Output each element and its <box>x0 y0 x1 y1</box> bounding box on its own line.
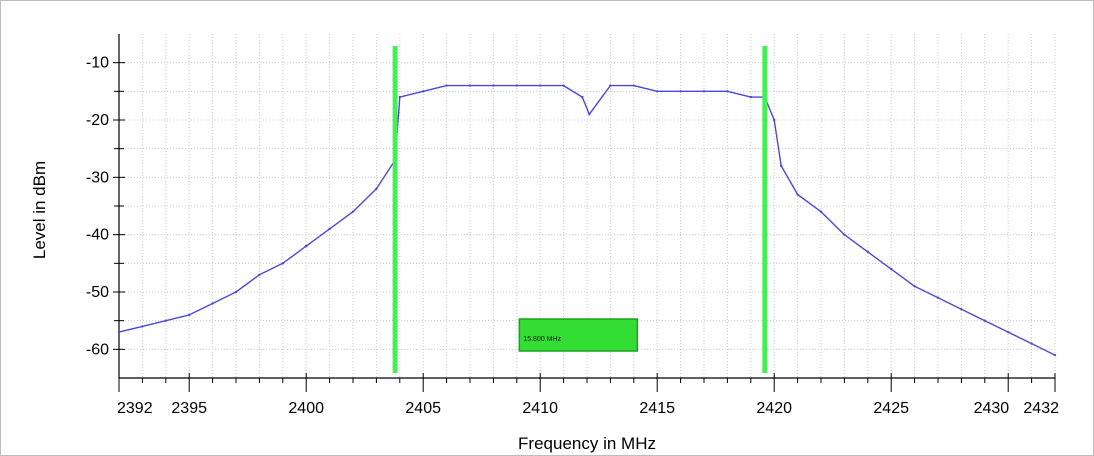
data-point <box>609 84 612 87</box>
data-point <box>375 187 378 190</box>
data-point <box>702 90 706 93</box>
bandwidth-annotation[interactable]: 15.800 MHz <box>518 318 639 352</box>
data-point <box>188 313 191 317</box>
grid-lines <box>118 34 1056 378</box>
x-axis-title: Frequency in MHz <box>518 434 656 453</box>
data-point <box>422 90 425 93</box>
data-point <box>258 273 261 276</box>
data-point <box>492 84 495 87</box>
data-point <box>281 262 284 265</box>
bandwidth-markers <box>392 46 768 373</box>
x-tick-label: 2405 <box>405 400 441 417</box>
data-point <box>1007 330 1010 334</box>
data-point <box>1030 342 1033 345</box>
data-point <box>983 319 986 322</box>
data-point <box>515 84 518 87</box>
data-point <box>1053 353 1057 357</box>
x-tick-label: 2410 <box>522 400 558 417</box>
data-point <box>581 95 584 99</box>
tick-marks <box>113 62 1056 392</box>
tick-labels: -10 -20 -30 -40 -50 -60 2392 2395 2400 2405 2410 24… <box>86 55 1059 417</box>
y-tick-label: -20 <box>86 112 109 129</box>
data-point <box>819 210 823 213</box>
data-point <box>539 84 542 87</box>
data-point <box>351 210 355 213</box>
x-tick-label: 2425 <box>873 400 909 417</box>
data-point <box>726 90 729 93</box>
data-point <box>936 296 940 299</box>
y-tick-label: -10 <box>86 55 109 72</box>
data-point <box>632 84 635 87</box>
data-point <box>164 319 167 322</box>
data-point <box>890 267 893 271</box>
data-point <box>211 302 214 305</box>
data-point <box>656 90 659 93</box>
bandwidth-label: 15.800 MHz <box>523 336 561 343</box>
x-tick-label: 2395 <box>171 400 207 417</box>
data-point <box>773 118 776 122</box>
data-point <box>679 90 682 93</box>
data-point <box>117 330 121 334</box>
data-point <box>468 84 472 87</box>
data-point <box>398 95 401 99</box>
x-tick-label: 2415 <box>639 400 675 417</box>
data-point <box>328 227 331 231</box>
data-point <box>913 285 916 288</box>
y-tick-label: -30 <box>86 169 109 186</box>
bandwidth-box[interactable] <box>518 318 639 352</box>
x-tick-label: 2430 <box>974 400 1010 417</box>
y-tick-label: -40 <box>86 227 109 244</box>
data-point <box>445 84 448 87</box>
x-tick-label: 2400 <box>288 400 324 417</box>
y-tick-label: -50 <box>86 284 109 301</box>
data-point <box>562 84 565 87</box>
data-point <box>843 233 846 236</box>
data-point <box>749 95 752 99</box>
x-tick-label: 2420 <box>756 400 792 417</box>
x-tick-label: 2432 <box>1023 400 1059 417</box>
data-point <box>780 164 783 168</box>
data-point <box>960 308 963 311</box>
y-axis-title: Level in dBm <box>30 161 49 259</box>
data-point <box>796 193 799 196</box>
data-point <box>234 290 238 294</box>
data-point <box>305 244 308 248</box>
data-point <box>866 250 869 254</box>
x-tick-label: 2392 <box>117 400 153 417</box>
data-point <box>141 325 144 328</box>
data-point <box>588 113 591 116</box>
y-tick-label: -60 <box>86 341 109 358</box>
